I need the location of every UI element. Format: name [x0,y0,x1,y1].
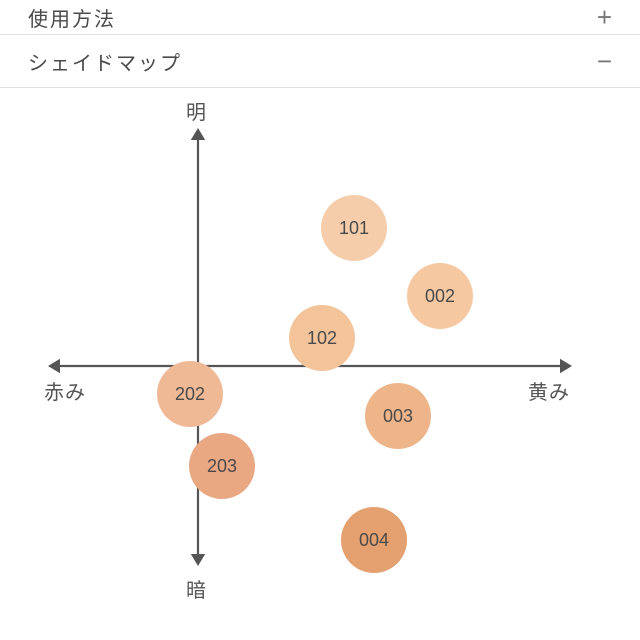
minus-icon: − [597,48,612,74]
shade-dot-202: 202 [157,361,223,427]
accordion-row-usage[interactable]: 使用方法 + [0,0,640,35]
shade-dot-003: 003 [365,383,431,449]
accordion-label: シェイドマップ [28,47,182,76]
accordion-row-shademap[interactable]: シェイドマップ − [0,35,640,88]
plus-icon: + [597,4,612,30]
axis-label-left: 赤み [44,376,86,405]
accordion-label: 使用方法 [28,3,116,32]
axis-label-top: 明 [186,96,207,125]
shade-dot-102: 102 [289,305,355,371]
shade-dot-101: 101 [321,195,387,261]
axis-label-bottom: 暗 [186,574,207,603]
axis-label-right: 黄み [528,376,570,405]
shade-dot-002: 002 [407,263,473,329]
shade-map-chart: 明 暗 赤み 黄み 101 002 102 202 003 203 004 [0,88,640,624]
shade-dot-004: 004 [341,507,407,573]
shade-dot-203: 203 [189,433,255,499]
